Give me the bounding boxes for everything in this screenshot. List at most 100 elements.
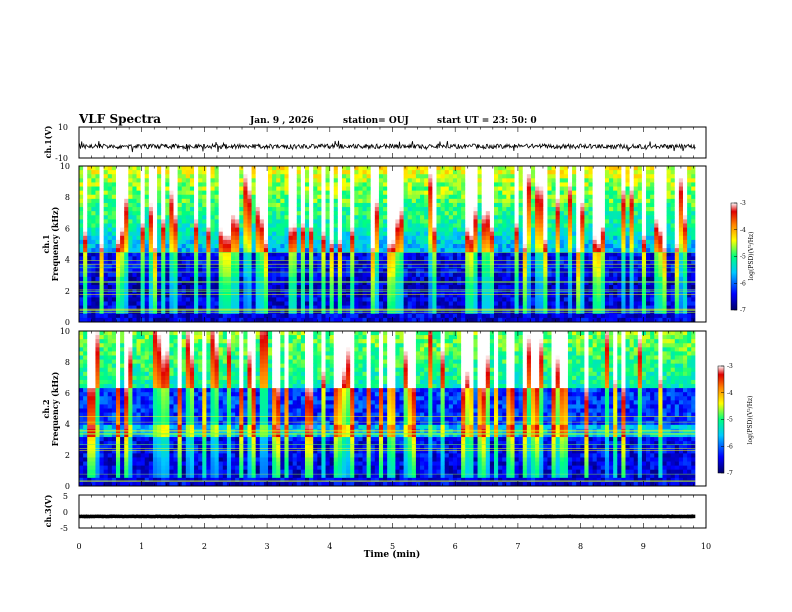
spectrogram-cell [173, 174, 179, 179]
spectrogram-cell [592, 231, 598, 237]
spectrogram-cell [383, 198, 388, 204]
spectrogram-cell [189, 166, 195, 171]
spectrogram-cell [128, 248, 133, 253]
spectrogram-cell [506, 231, 511, 237]
spectrogram-cell [251, 166, 257, 171]
spectrogram-cell [87, 202, 92, 208]
spectrogram-cell [563, 231, 569, 237]
spectrogram-cell [563, 317, 569, 323]
spectrogram-cell [226, 276, 232, 282]
spectrogram-cell [350, 190, 355, 196]
spectrogram-cell [329, 174, 335, 179]
spectrogram-cell [350, 309, 355, 315]
spectrogram-cell [79, 260, 84, 265]
spectrogram-cell [276, 198, 281, 204]
spectrogram-cell [235, 293, 240, 298]
spectrogram-cell [144, 182, 150, 187]
spectrogram-cell [576, 202, 581, 208]
spectrogram-cell [255, 252, 261, 257]
spectrogram-cell [124, 174, 129, 179]
spectrogram-cell [309, 244, 314, 249]
spectrogram-cell [115, 256, 121, 261]
spectrogram-cell [518, 219, 524, 224]
spectrogram-cell [477, 260, 483, 265]
spectrogram-cell [181, 317, 187, 323]
spectrogram-cell [198, 309, 203, 315]
spectrogram-cell [152, 260, 158, 265]
spectrogram-cell [87, 211, 92, 216]
spectrogram-cell [469, 219, 474, 224]
spectrogram-cell [144, 276, 150, 282]
spectrogram-cell [140, 280, 146, 286]
spectrogram-cell [563, 194, 569, 200]
spectrogram-cell [173, 272, 179, 278]
spectrogram-cell [477, 215, 483, 220]
spectrogram-cell [189, 293, 195, 298]
spectrogram-cell [465, 215, 470, 220]
spectrogram-cell [91, 276, 96, 282]
spectrogram-cell [440, 252, 446, 257]
spectrogram-cell [465, 190, 470, 196]
spectrogram-cell [120, 174, 125, 179]
spectrogram-cell [424, 202, 429, 208]
spectrogram-cell [304, 190, 310, 196]
spectrogram-cell [284, 252, 289, 257]
spectrogram-cell [128, 244, 133, 249]
spectrogram-cell [132, 264, 137, 270]
spectrogram-cell [99, 248, 105, 253]
spectrogram-cell [403, 215, 409, 220]
spectrogram-cell [79, 219, 84, 224]
spectrogram-cell [526, 227, 532, 233]
spectrogram-cell [120, 166, 125, 171]
spectrogram-cell [263, 297, 269, 302]
spectrogram-cell [424, 317, 429, 323]
spectrogram-cell [403, 231, 409, 237]
spectrogram-cell [387, 223, 392, 228]
spectrogram-cell [177, 244, 183, 249]
spectrogram-cell [461, 309, 466, 315]
spectrogram-cell [563, 219, 569, 224]
spectrogram-cell [567, 235, 573, 241]
spectrogram-cell [222, 272, 228, 278]
spectrogram-cell [325, 313, 331, 319]
spectrogram-cell [378, 227, 384, 233]
spectrogram-cell [346, 182, 351, 187]
spectrogram-cell [333, 202, 339, 208]
spectrogram-cell [543, 313, 548, 319]
spectrogram-cell [177, 178, 183, 183]
spectrogram-cell [79, 211, 84, 216]
spectrogram-cell [477, 211, 483, 216]
spectrogram-cell [526, 285, 532, 290]
spectrogram-cell [280, 207, 285, 212]
spectrogram-cell [350, 272, 355, 278]
station-label: station= OUJ [343, 116, 409, 126]
spectrogram-cell [255, 198, 261, 204]
spectrogram-cell [452, 313, 458, 319]
spectrogram-cell [354, 264, 359, 270]
spectrogram-cell [280, 317, 285, 323]
spectrogram-cell [411, 293, 417, 298]
spectrogram-cell [551, 256, 557, 261]
spectrogram-cell [378, 252, 384, 257]
spectrogram-cell [337, 178, 343, 183]
spectrogram-cell [103, 227, 109, 233]
spectrogram-cell [489, 207, 495, 212]
spectrogram-cell [157, 223, 162, 228]
spectrogram-cell [152, 239, 158, 245]
spectrogram-cell [374, 219, 380, 224]
spectrogram-cell [276, 309, 281, 315]
spectrogram-cell [288, 248, 294, 253]
spectrogram-cell [432, 268, 437, 274]
spectrogram-cell [576, 280, 581, 286]
spectrogram-cell [522, 260, 528, 265]
spectrogram-cell [95, 317, 100, 323]
spectrogram-cell [185, 244, 191, 249]
spectrogram-cell [259, 252, 265, 257]
spectrogram-cell [510, 190, 515, 196]
spectrogram-cell [202, 256, 207, 261]
spectrogram-cell [399, 268, 405, 274]
spectrogram-cell [222, 182, 228, 187]
spectrogram-cell [280, 256, 285, 261]
spectrogram-cell [210, 207, 215, 212]
spectrogram-cell [173, 178, 179, 183]
